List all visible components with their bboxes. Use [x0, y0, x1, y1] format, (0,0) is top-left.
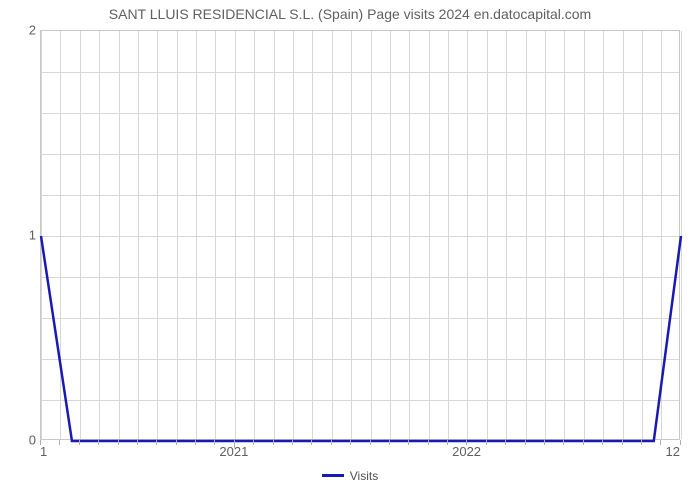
y-tick-label: 1: [6, 228, 36, 243]
legend: Visits: [0, 468, 700, 483]
legend-label: Visits: [350, 469, 378, 483]
legend-swatch: [322, 474, 344, 477]
series-svg: [41, 31, 679, 439]
x-axis-start-label: 1: [40, 444, 47, 459]
chart-title: SANT LLUIS RESIDENCIAL S.L. (Spain) Page…: [0, 6, 700, 22]
visits-line: [41, 236, 681, 441]
y-tick-label: 0: [6, 433, 36, 448]
x-axis-end-label: 12: [666, 444, 680, 459]
y-tick-label: 2: [6, 23, 36, 38]
chart-container: SANT LLUIS RESIDENCIAL S.L. (Spain) Page…: [0, 0, 700, 500]
x-tick-label: 2022: [452, 444, 481, 459]
plot-area: [40, 30, 680, 440]
x-tick-label: 2021: [219, 444, 248, 459]
